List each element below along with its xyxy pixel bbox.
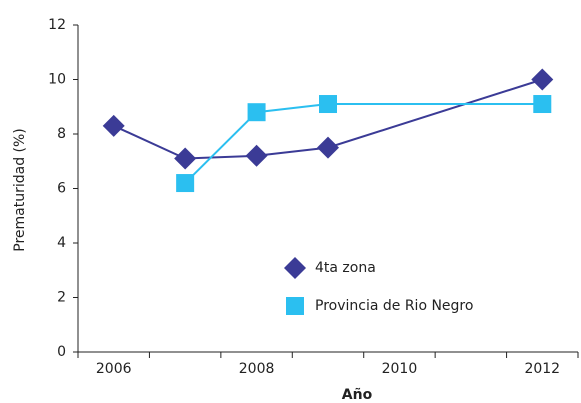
point — [533, 95, 552, 114]
point — [531, 68, 554, 91]
legend-label: 4ta zona — [315, 260, 376, 276]
y-tick-label: 2 — [57, 290, 66, 306]
y-axis-label: Prematuridad (%) — [12, 128, 28, 252]
x-tick-label: 2010 — [382, 361, 418, 377]
y-tick-label: 8 — [57, 126, 66, 142]
legend-marker — [286, 297, 304, 315]
x-tick-label: 2012 — [524, 361, 560, 377]
legend-marker — [284, 257, 306, 279]
x-axis-label: Año — [342, 387, 373, 403]
y-tick-label: 10 — [48, 72, 66, 88]
point — [174, 147, 197, 170]
y-tick-label: 12 — [48, 17, 66, 33]
series-line — [184, 103, 543, 184]
y-tick-label: 4 — [57, 235, 66, 251]
x-tick-label: 2006 — [96, 361, 132, 377]
point — [319, 95, 337, 114]
legend-label: Provincia de Rio Negro — [315, 298, 473, 314]
point — [176, 174, 195, 193]
y-tick-label: 6 — [57, 181, 66, 197]
point — [245, 144, 268, 167]
point — [102, 114, 125, 137]
x-tick-label: 2008 — [239, 361, 275, 377]
point — [247, 103, 266, 122]
point — [317, 136, 339, 159]
y-tick-label: 0 — [57, 344, 66, 360]
